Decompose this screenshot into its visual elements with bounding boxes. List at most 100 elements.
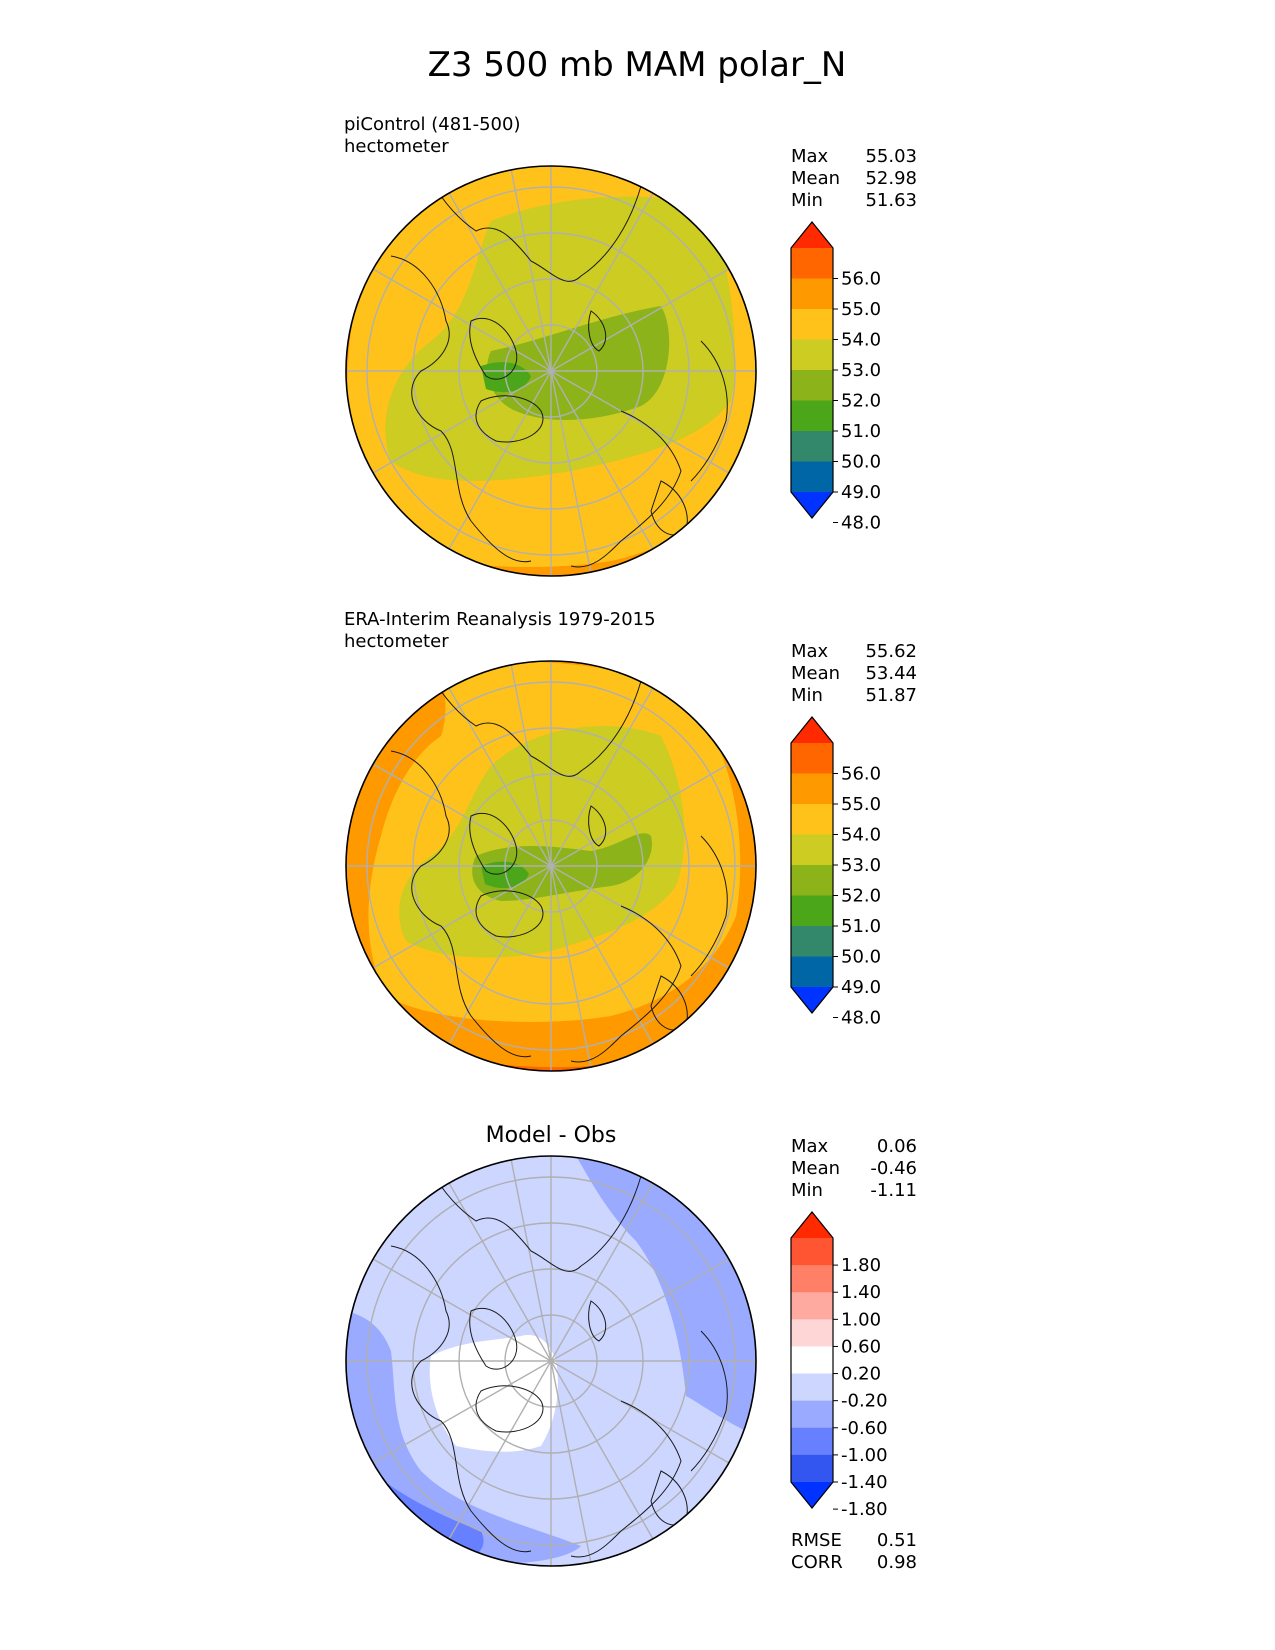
stat-label: Max	[791, 1136, 829, 1157]
colorbar-swatch	[791, 1238, 833, 1266]
colorbar-tick-label: -1.00	[841, 1445, 888, 1466]
colorbar-swatch	[791, 370, 833, 401]
colorbar-swatch	[791, 895, 833, 927]
colorbar-tick-label: 49.0	[841, 482, 881, 503]
colorbar-swatch	[791, 1482, 833, 1508]
colorbar-swatch	[791, 804, 833, 835]
stat-label: Mean	[791, 168, 840, 189]
panel-title: Model - Obs	[486, 1123, 617, 1148]
colorbar-swatch	[791, 461, 833, 493]
colorbar-swatch	[791, 834, 833, 866]
colorbar-tick-label: 56.0	[841, 269, 881, 290]
panel-obs: ERA-Interim Reanalysis 1979-2015 hectome…	[344, 609, 917, 1072]
stat-value: 55.62	[865, 641, 917, 662]
colorbar-swatch	[791, 1212, 833, 1238]
polar-map	[346, 661, 756, 1071]
stat-label: CORR	[791, 1552, 843, 1573]
colorbar-tick-label: 55.0	[841, 299, 881, 320]
stat-label: Max	[791, 146, 829, 167]
colorbar-swatch	[791, 743, 833, 774]
colorbar-swatch	[791, 717, 833, 743]
colorbar-swatch	[791, 309, 833, 340]
figure-title: Z3 500 mb MAM polar_N	[428, 45, 847, 85]
stat-label: Mean	[791, 1158, 840, 1179]
panel-units: hectometer	[344, 631, 449, 652]
graticule	[346, 1156, 756, 1566]
colorbar-tick-label: -1.80	[841, 1499, 888, 1520]
colorbar-tick-label: 56.0	[841, 764, 881, 785]
colorbar-tick-label: 55.0	[841, 794, 881, 815]
stat-value: -1.11	[870, 1180, 917, 1201]
colorbar-swatch	[791, 1427, 833, 1456]
colorbar: 56.0 55.0 54.0 53.0 52.0 51.0 50.0 49.0 48.0	[790, 716, 881, 1029]
colorbar-tick-label: 0.60	[841, 1336, 881, 1357]
colorbar-tick-label: 48.0	[841, 1008, 881, 1029]
stats-box: Max 55.62 Mean 53.44 Min 51.87	[791, 641, 917, 706]
stat-value: 55.03	[865, 146, 917, 167]
colorbar-swatch	[791, 1319, 833, 1347]
stat-value: 53.44	[865, 663, 917, 684]
stat-value: 51.87	[865, 685, 917, 706]
colorbar-swatch	[791, 1265, 833, 1293]
colorbar-tick-label: 52.0	[841, 391, 881, 412]
colorbar-tick-label: 53.0	[841, 360, 881, 381]
map-boundary	[345, 1155, 757, 1567]
polar-map	[346, 1156, 756, 1566]
colorbar-swatch	[791, 492, 833, 518]
stat-value: 52.98	[865, 168, 917, 189]
stat-label: Mean	[791, 663, 840, 684]
colorbar-tick-label: 1.00	[841, 1309, 881, 1330]
colorbar: 56.0 55.0 54.0 53.0 52.0 51.0 50.0 49.0 48.0	[790, 221, 881, 534]
colorbar-tick-label: 49.0	[841, 977, 881, 998]
colorbar: 1.80 1.40 1.00 0.60 0.20 -0.20 -0.60 -1.00 -1.40…	[790, 1211, 888, 1520]
colorbar-tick-label: 54.0	[841, 330, 881, 351]
colorbar-tick-label: 0.20	[841, 1364, 881, 1385]
colorbar-tick-label: -0.60	[841, 1418, 888, 1439]
graticule	[346, 166, 756, 576]
colorbar-swatch	[791, 222, 833, 248]
stat-label: Min	[791, 1180, 823, 1201]
stats-box: Max 55.03 Mean 52.98 Min 51.63	[791, 146, 917, 211]
stat-value: -0.46	[870, 1158, 917, 1179]
colorbar-swatch	[791, 431, 833, 462]
colorbar-swatch	[791, 987, 833, 1013]
colorbar-swatch	[791, 1292, 833, 1320]
map-boundary	[345, 660, 757, 1072]
panel-units: hectometer	[344, 136, 449, 157]
colorbar-swatch	[791, 1454, 833, 1483]
colorbar-swatch	[791, 1373, 833, 1402]
polar-map	[346, 166, 756, 576]
footer-stats: RMSE 0.51 CORR 0.98	[791, 1530, 917, 1573]
colorbar-tick-label: 1.80	[841, 1255, 881, 1276]
panel-model: piControl (481-500) hectometer	[344, 114, 917, 577]
panel-subtitle: ERA-Interim Reanalysis 1979-2015	[344, 609, 656, 630]
colorbar-tick-label: 51.0	[841, 916, 881, 937]
colorbar-swatch	[791, 339, 833, 371]
colorbar-tick-label: -1.40	[841, 1472, 888, 1493]
panel-subtitle: piControl (481-500)	[344, 114, 520, 135]
map-fill-52	[487, 306, 670, 421]
colorbar-tick-label: 1.40	[841, 1282, 881, 1303]
colorbar-swatch	[791, 1400, 833, 1429]
colorbar-swatch	[791, 278, 833, 310]
colorbar-tick-label: 50.0	[841, 947, 881, 968]
colorbar-tick-label: 54.0	[841, 825, 881, 846]
colorbar-tick-label: 53.0	[841, 855, 881, 876]
map-boundary	[345, 165, 757, 577]
colorbar-swatch	[791, 1346, 833, 1375]
colorbar-swatch	[791, 248, 833, 279]
graticule	[346, 661, 756, 1071]
stat-value: 0.06	[877, 1136, 917, 1157]
stats-box: Max 0.06 Mean -0.46 Min -1.11	[791, 1136, 917, 1201]
map-fill-51	[481, 861, 529, 889]
stat-value: 0.51	[877, 1530, 917, 1551]
colorbar-swatch	[791, 773, 833, 805]
colorbar-swatch	[791, 400, 833, 432]
colorbar-swatch	[791, 865, 833, 896]
stat-label: RMSE	[791, 1530, 842, 1551]
colorbar-tick-label: 51.0	[841, 421, 881, 442]
colorbar-tick-label: 48.0	[841, 513, 881, 534]
map-fill-53	[399, 726, 685, 958]
colorbar-tick-label: 52.0	[841, 886, 881, 907]
